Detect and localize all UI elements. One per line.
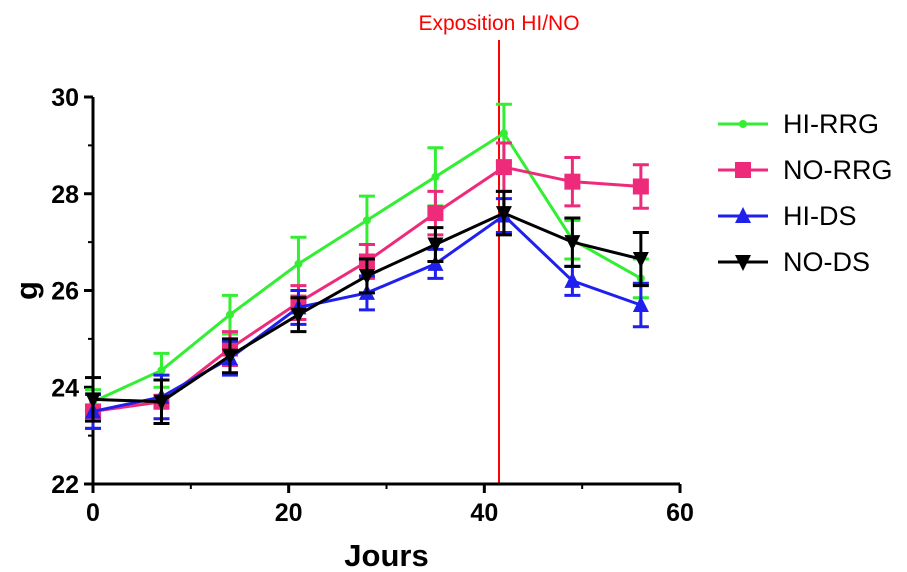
legend-label: NO-RRG <box>783 155 893 185</box>
data-point-hi-ds <box>632 296 649 313</box>
legend-label: HI-DS <box>783 201 857 231</box>
y-tick-label: 24 <box>51 374 79 402</box>
annotation-layer: Exposition HI/NO <box>418 12 580 484</box>
x-tick-label: 60 <box>666 499 694 527</box>
data-point-hi-rrg <box>294 259 303 268</box>
legend-swatch-marker <box>735 207 751 223</box>
data-point-hi-ds <box>564 271 581 288</box>
legend-label: NO-DS <box>783 247 870 277</box>
legend-swatch-marker <box>735 255 751 271</box>
data-point-hi-rrg <box>157 366 166 375</box>
legend-label: HI-RRG <box>783 109 879 139</box>
legend-item-hi-ds: HI-DS <box>718 201 857 231</box>
series-layer <box>85 102 649 430</box>
x-tick-label: 40 <box>470 499 498 527</box>
data-point-no-ds <box>564 235 581 252</box>
y-tick-label: 30 <box>51 84 79 112</box>
legend-swatch-marker <box>739 120 747 128</box>
exposition-label: Exposition HI/NO <box>418 12 579 35</box>
data-point-no-rrg <box>632 178 649 195</box>
x-tick-label: 20 <box>275 499 303 527</box>
data-point-no-ds <box>495 206 512 223</box>
y-axis-title: g <box>9 281 44 300</box>
data-point-no-ds <box>153 394 170 411</box>
y-tick-label: 22 <box>51 471 79 499</box>
y-tick-label: 28 <box>51 181 79 209</box>
series-no-ds <box>85 189 649 426</box>
data-point-no-ds <box>290 307 307 324</box>
y-tick-label: 26 <box>51 278 79 306</box>
legend-swatch-marker <box>735 162 751 178</box>
legend-item-hi-rrg: HI-RRG <box>718 109 879 139</box>
x-tick-label: 0 <box>86 499 100 527</box>
data-point-no-rrg <box>495 159 512 176</box>
data-point-hi-rrg <box>499 129 508 138</box>
data-point-no-ds <box>427 237 444 254</box>
data-point-hi-rrg <box>225 310 234 319</box>
data-point-hi-rrg <box>362 216 371 225</box>
legend-item-no-ds: NO-DS <box>718 247 870 277</box>
axes: 22 24 26 28 30 0 20 40 60 Jours g <box>9 84 694 572</box>
data-point-no-rrg <box>427 205 444 222</box>
data-point-no-ds <box>221 348 238 365</box>
legend: HI-RRG NO-RRG HI-DS NO-DS <box>718 109 893 277</box>
data-point-no-rrg <box>564 173 581 190</box>
legend-item-no-rrg: NO-RRG <box>718 155 893 185</box>
data-point-no-ds <box>358 268 375 285</box>
data-point-no-ds <box>85 392 101 409</box>
data-point-hi-rrg <box>431 172 440 181</box>
data-point-no-ds <box>632 252 649 269</box>
x-axis-title: Jours <box>344 538 428 572</box>
